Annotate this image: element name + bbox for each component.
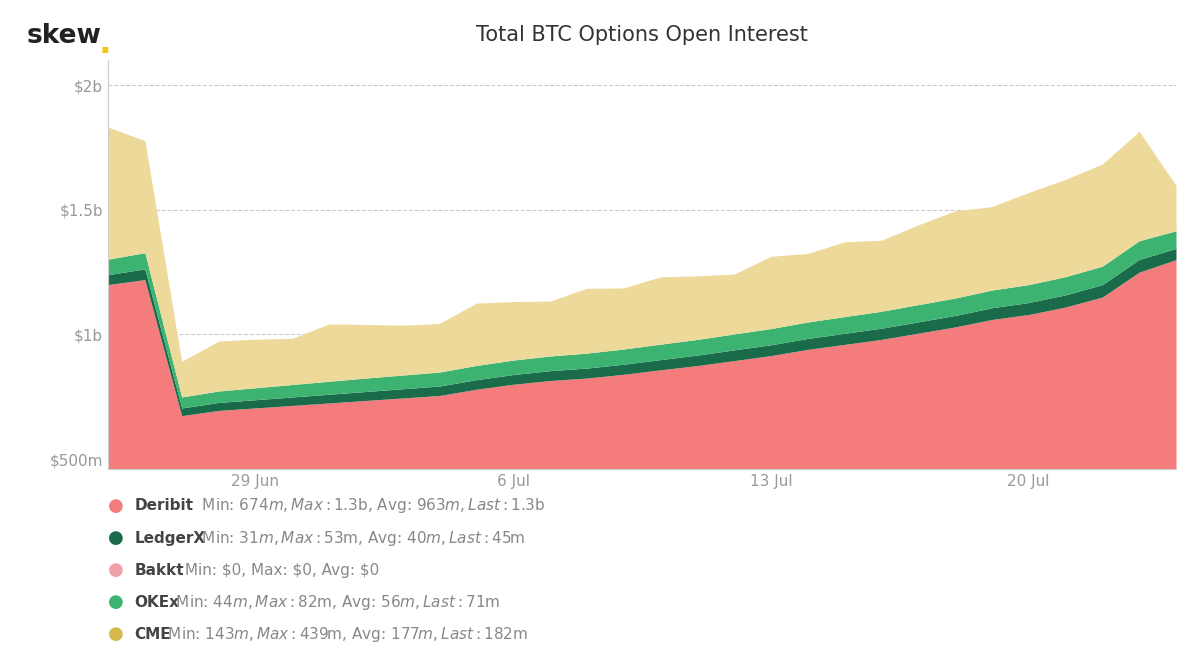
- Text: ●: ●: [108, 529, 124, 547]
- Text: Min: $143m, Max: $439m, Avg: $177m, Last: $182m: Min: $143m, Max: $439m, Avg: $177m, Last…: [163, 625, 528, 644]
- Text: Min: $674m, Max: $1.3b, Avg: $963m, Last: $1.3b: Min: $674m, Max: $1.3b, Avg: $963m, Last…: [197, 496, 546, 515]
- Text: Min: $44m, Max: $82m, Avg: $56m, Last: $71m: Min: $44m, Max: $82m, Avg: $56m, Last: $…: [172, 593, 500, 612]
- Title: Total BTC Options Open Interest: Total BTC Options Open Interest: [476, 25, 808, 45]
- Text: ●: ●: [108, 626, 124, 643]
- Text: ●: ●: [108, 594, 124, 611]
- Text: Min: $31m, Max: $53m, Avg: $40m, Last: $45m: Min: $31m, Max: $53m, Avg: $40m, Last: $…: [197, 529, 526, 547]
- Text: OKEx: OKEx: [134, 595, 180, 610]
- Text: .: .: [98, 27, 112, 60]
- Text: CME: CME: [134, 627, 172, 642]
- Text: Deribit: Deribit: [134, 498, 193, 513]
- Text: ●: ●: [108, 497, 124, 515]
- Text: Bakkt: Bakkt: [134, 563, 184, 578]
- Text: ●: ●: [108, 561, 124, 579]
- Text: LedgerX: LedgerX: [134, 531, 205, 545]
- Text: skew: skew: [26, 23, 101, 50]
- Text: Min: $0, Max: $0, Avg: $0: Min: $0, Max: $0, Avg: $0: [180, 563, 379, 578]
